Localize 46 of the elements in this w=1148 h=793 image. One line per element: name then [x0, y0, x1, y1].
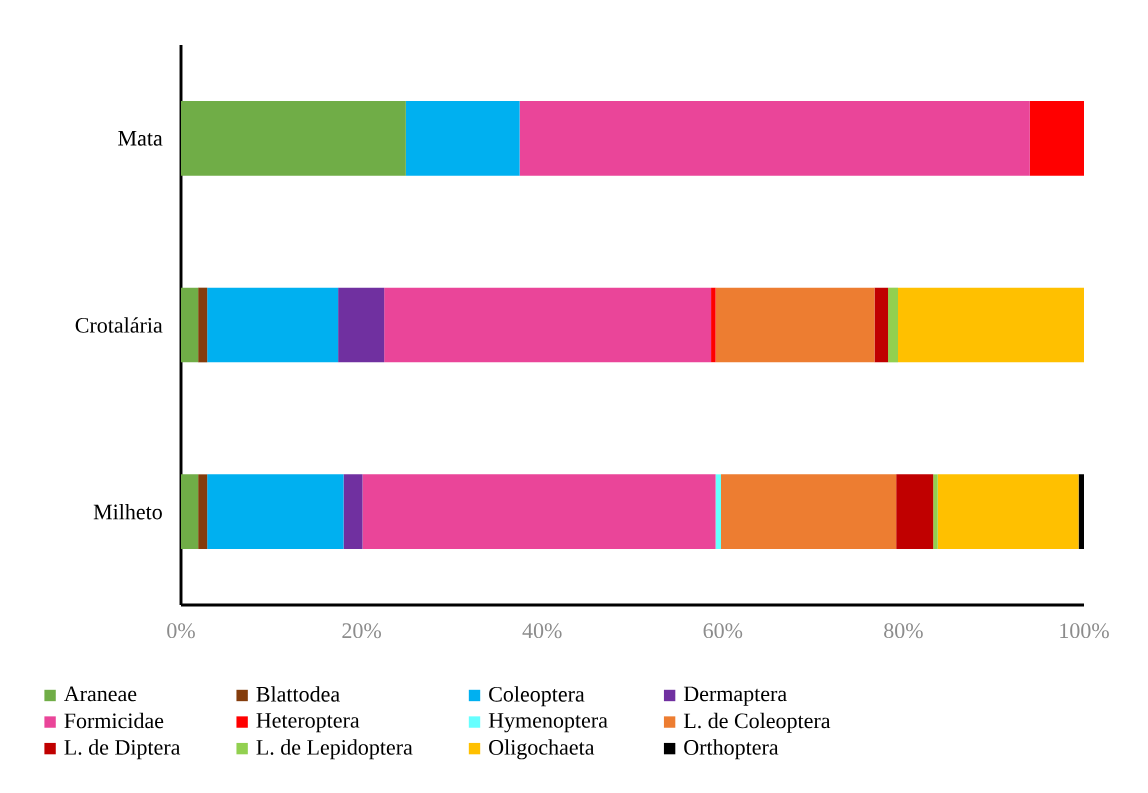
bar: [362, 474, 716, 550]
bar: [207, 474, 344, 550]
bar: [519, 101, 1030, 176]
bar: [384, 287, 712, 363]
legend-label: Orthoptera: [684, 739, 779, 760]
bar: [933, 474, 938, 550]
bar: [1078, 474, 1085, 550]
legend-label: L. de Coleoptera: [683, 712, 831, 733]
bar: [888, 287, 898, 363]
bar: [181, 101, 406, 176]
bar: [896, 474, 934, 550]
legend-label: L. de Diptera: [64, 739, 181, 760]
bar: [711, 287, 716, 363]
legend-label: Heteroptera: [256, 713, 360, 733]
bar: [1029, 101, 1085, 176]
x-tick-label: 100%: [1060, 623, 1109, 639]
bar: [181, 474, 199, 550]
x-tick-label: 60%: [703, 623, 743, 639]
x-tick-label: 80%: [884, 623, 923, 639]
bar: [338, 287, 385, 363]
legend-label: Formicidae: [64, 712, 164, 729]
y-tick-label: Milheto: [93, 503, 162, 520]
y-tick-label: Mata: [118, 131, 163, 146]
bar: [937, 474, 1079, 550]
legend-label: L. de Lepidoptera: [256, 739, 413, 760]
legend-label: Blattodea: [256, 686, 340, 702]
bar: [405, 101, 520, 176]
bar: [343, 474, 363, 550]
bar: [198, 287, 208, 363]
x-tick-label: 40%: [522, 623, 562, 639]
bar: [207, 287, 339, 363]
legend-label: Dermaptera: [683, 686, 787, 706]
x-tick-label: 20%: [342, 623, 382, 639]
legend-label: Oligochaeta: [489, 739, 595, 760]
x-tick-label: 0%: [167, 623, 195, 639]
bar: [897, 287, 1085, 363]
y-tick-label: Crotalária: [75, 317, 163, 333]
legend-label: Coleoptera: [489, 686, 585, 707]
bar: [715, 474, 721, 550]
legend-label: Araneae: [63, 686, 137, 702]
bar: [181, 287, 199, 363]
bar: [874, 287, 889, 363]
bar: [721, 474, 897, 550]
bar: [715, 287, 875, 363]
legend-label: Hymenoptera: [488, 713, 608, 733]
bar: [198, 474, 208, 550]
